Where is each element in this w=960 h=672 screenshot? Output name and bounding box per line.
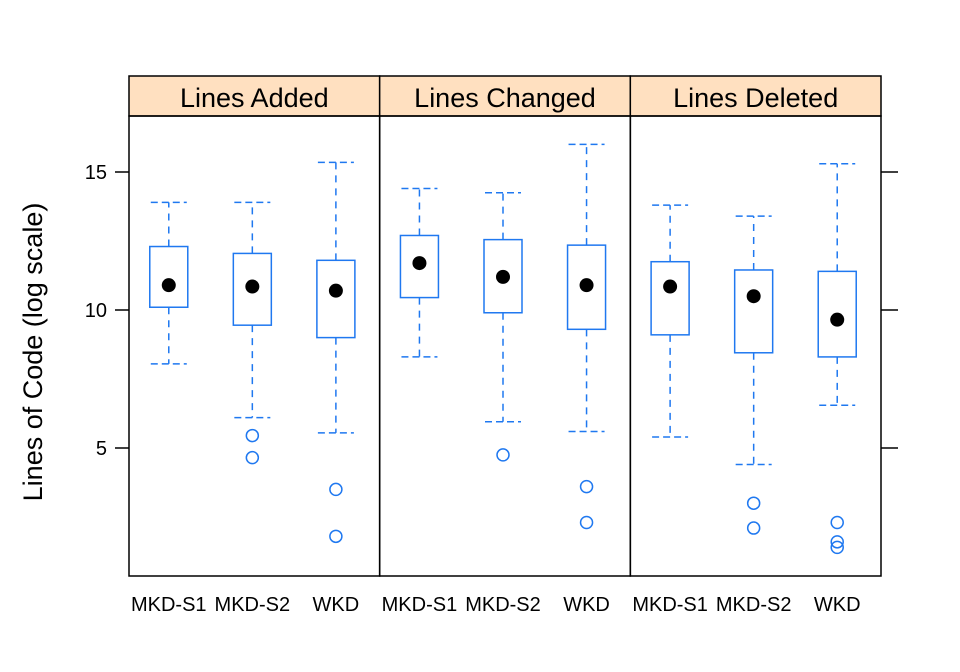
box-mkd-s2 (232, 201, 273, 465)
panel-frame (128, 115, 381, 577)
outlier-point (245, 428, 260, 443)
panel-1: Lines Added MKD-S1 MKD-S2 WKD (128, 75, 381, 616)
x-tick-label: WKD (563, 594, 610, 616)
x-tick-label: MKD-S2 (716, 594, 792, 616)
x-tick-label: MKD-S2 (215, 594, 291, 616)
median-dot (161, 278, 176, 293)
outlier-point (830, 515, 844, 530)
box-mkd-s1 (399, 187, 440, 358)
iqr-box (483, 238, 523, 314)
panel-strip (128, 75, 381, 117)
median-dot (412, 256, 427, 271)
y-tick-label: 5 (96, 438, 107, 460)
panel-title: Lines Added (180, 83, 329, 113)
outlier-point (245, 450, 260, 465)
iqr-box (232, 252, 273, 326)
median-dot (830, 312, 845, 327)
outlier-point (579, 515, 594, 530)
y-tick-label: 10 (85, 300, 107, 322)
outlier-point (496, 448, 510, 462)
outlier-point (830, 540, 844, 555)
median-dot (328, 283, 343, 298)
outlier-point (746, 521, 761, 535)
panel-strip (378, 75, 632, 117)
box-wkd (817, 162, 857, 555)
median-dot (746, 289, 761, 304)
median-dot (663, 279, 678, 294)
iqr-box (650, 260, 690, 336)
outlier-point (579, 479, 594, 494)
panels-layer: Lines Added MKD-S1 MKD-S2 WKD Lines Changed M… (128, 75, 882, 616)
x-tick-label: MKD-S1 (632, 594, 708, 616)
iqr-box (399, 234, 440, 299)
median-dot (245, 279, 260, 294)
panel-frame (378, 115, 632, 577)
x-tick-label: WKD (313, 594, 360, 616)
box-mkd-s2 (483, 191, 523, 462)
panel-title: Lines Changed (414, 83, 596, 113)
outlier-point (329, 529, 343, 544)
y-axis-label: Lines of Code (log scale) (18, 203, 48, 502)
outlier-point (329, 482, 343, 497)
median-dot (496, 269, 510, 284)
iqr-box (566, 244, 607, 331)
outlier-point (746, 496, 761, 510)
box-wkd (316, 161, 356, 544)
median-dot (579, 278, 594, 293)
x-tick-label: MKD-S1 (382, 594, 458, 616)
panel-2: Lines Changed MKD-S1 MKD-S2 WKD (378, 75, 632, 616)
iqr-box (149, 245, 189, 308)
panel-frame (629, 115, 882, 577)
panel-3: Lines Deleted MKD-S1 MKD-S2 WKD (629, 75, 882, 616)
iqr-box (733, 269, 774, 354)
box-mkd-s1 (650, 204, 690, 438)
outlier-point (830, 535, 844, 549)
x-tick-label: WKD (814, 594, 861, 616)
iqr-box (316, 259, 356, 339)
x-tick-label: MKD-S2 (465, 594, 541, 616)
iqr-box (817, 270, 857, 358)
box-mkd-s2 (733, 215, 774, 535)
axes-layer: 5 10 15 (85, 162, 898, 460)
x-tick-label: MKD-S1 (131, 594, 207, 616)
box-mkd-s1 (149, 201, 189, 365)
box-wkd (566, 143, 607, 530)
y-tick-label: 15 (85, 162, 107, 184)
panel-title: Lines Deleted (673, 83, 838, 113)
